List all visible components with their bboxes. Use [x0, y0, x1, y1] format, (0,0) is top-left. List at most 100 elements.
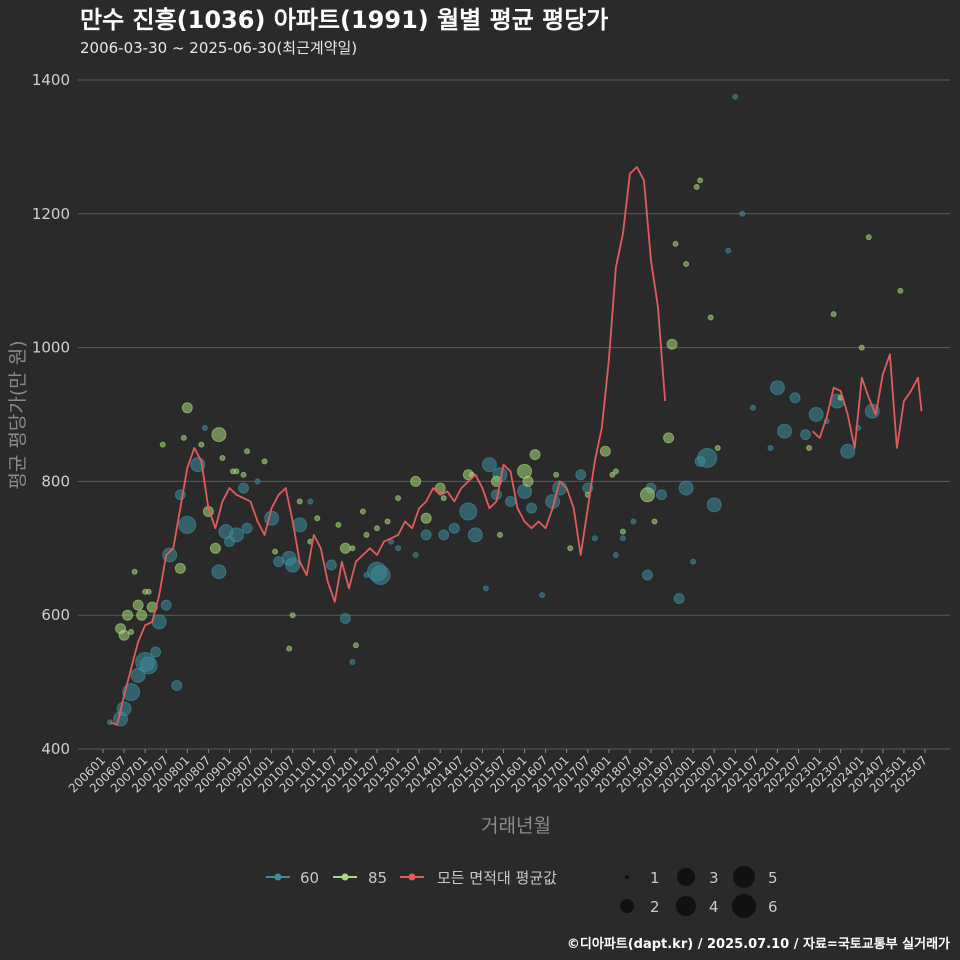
- y-tick-labels: 400 600 800 1000 1200 1400: [32, 71, 70, 758]
- series-85-point: [289, 612, 296, 619]
- chart-title: 만수 진흥(1036) 아파트(1991) 월별 평균 평당가: [80, 6, 608, 34]
- y-tick-label: 800: [41, 472, 70, 490]
- y-tick-label: 1000: [32, 339, 70, 357]
- series-85-point: [410, 475, 422, 487]
- series-85-point: [136, 609, 148, 621]
- series-85-point: [567, 545, 574, 552]
- source-credit: ©디아파트(dapt.kr) / 2025.07.10 / 자료=국토교통부 실…: [567, 936, 950, 952]
- series-60-point: [619, 535, 626, 542]
- series-85-point: [296, 498, 303, 505]
- series-60-point: [201, 424, 208, 431]
- size-legend: 1 2 3 4 5 6: [620, 866, 778, 918]
- series-60-point: [725, 247, 732, 254]
- series-60-point: [150, 646, 162, 658]
- series-85-point: [132, 599, 144, 611]
- legend-85-label: 85: [368, 869, 387, 887]
- series-85-point: [374, 525, 380, 532]
- series-85-point: [434, 482, 446, 494]
- series-60-point: [673, 592, 685, 604]
- series-60-point: [139, 656, 158, 675]
- series-85-point: [335, 521, 342, 528]
- series-85-point: [244, 448, 251, 455]
- series-85-point: [599, 445, 611, 457]
- y-tick-label: 1200: [32, 205, 70, 223]
- series-85-point: [384, 518, 391, 525]
- series-60-point: [339, 613, 351, 625]
- size-legend-3-label: 3: [709, 869, 719, 887]
- series-60-point: [238, 482, 250, 494]
- series-85-point: [352, 642, 359, 649]
- series-85-point: [619, 528, 626, 535]
- x-axis-title: 거래년월: [481, 815, 551, 837]
- series-85-point: [865, 234, 872, 241]
- series-60-point: [459, 502, 478, 521]
- series-85-point: [122, 609, 134, 621]
- legend-avg-label: 모든 면적대 평균값: [437, 869, 557, 887]
- series-60-point: [789, 392, 801, 404]
- series-85-point: [553, 471, 560, 478]
- series-85-point: [529, 449, 541, 461]
- series-60-point: [481, 457, 497, 473]
- series-85-point: [420, 512, 432, 524]
- series-60-point: [678, 480, 694, 496]
- series-60-point: [656, 489, 668, 501]
- y-tick-label: 400: [41, 740, 70, 758]
- series-60-point: [349, 659, 356, 666]
- y-tick-label: 1400: [32, 71, 70, 89]
- series-60-point: [325, 559, 337, 571]
- series-60-point: [467, 527, 483, 543]
- chart-subtitle: 2006-03-30 ~ 2025-06-30(최근계약일): [80, 39, 357, 57]
- size-legend-2-marker: [620, 899, 634, 913]
- series-60-point: [690, 558, 697, 565]
- series-85-point: [651, 518, 658, 525]
- average-line-segment: [811, 353, 923, 449]
- series-85-point: [209, 542, 221, 554]
- series-60-point: [178, 515, 197, 534]
- series-85-point: [639, 487, 655, 503]
- series-60-point: [749, 404, 756, 411]
- y-tick-label: 600: [41, 606, 70, 624]
- series-85-point: [663, 432, 675, 444]
- series-60-point: [800, 429, 812, 441]
- series-85-point: [672, 240, 679, 247]
- series-85-point: [128, 628, 135, 635]
- series-85-point: [261, 458, 268, 465]
- legend: 60 85 모든 면적대 평균값: [266, 869, 557, 887]
- series-60-point: [739, 210, 746, 217]
- series-60-point: [732, 93, 739, 100]
- y-axis-title: 평균 평당가(만 원): [7, 340, 29, 489]
- series-85-point: [830, 311, 837, 318]
- series-85-point: [858, 344, 865, 351]
- series-60-point: [420, 529, 432, 541]
- legend-60-marker: [274, 873, 282, 881]
- series-60-point: [482, 585, 489, 592]
- series-60-point: [591, 535, 598, 542]
- series-85-point: [272, 548, 279, 555]
- series-60-point: [370, 565, 391, 586]
- series-60-point: [526, 502, 538, 514]
- series-85-point: [131, 568, 138, 575]
- size-legend-5-label: 5: [768, 869, 778, 887]
- size-legend-2-label: 2: [650, 898, 660, 916]
- series-60-point: [448, 522, 460, 534]
- size-legend-6-label: 6: [768, 898, 778, 916]
- series-60-point: [769, 380, 785, 396]
- series-60-point: [641, 569, 653, 581]
- series-60-point: [395, 545, 402, 552]
- series-85-point: [349, 545, 356, 552]
- series-60-point: [285, 557, 301, 573]
- series-60-point: [767, 444, 774, 451]
- series-85-point: [683, 260, 690, 267]
- size-legend-5-marker: [733, 866, 755, 888]
- series-85-point: [496, 531, 503, 538]
- series-85-point: [211, 427, 227, 443]
- series-60-point: [307, 498, 314, 505]
- series-85-point: [233, 468, 240, 475]
- series-60-point: [160, 599, 172, 611]
- series-60-point: [228, 527, 244, 543]
- series-85-point: [363, 531, 370, 538]
- size-legend-4-marker: [676, 896, 696, 916]
- series-60-point: [241, 522, 253, 534]
